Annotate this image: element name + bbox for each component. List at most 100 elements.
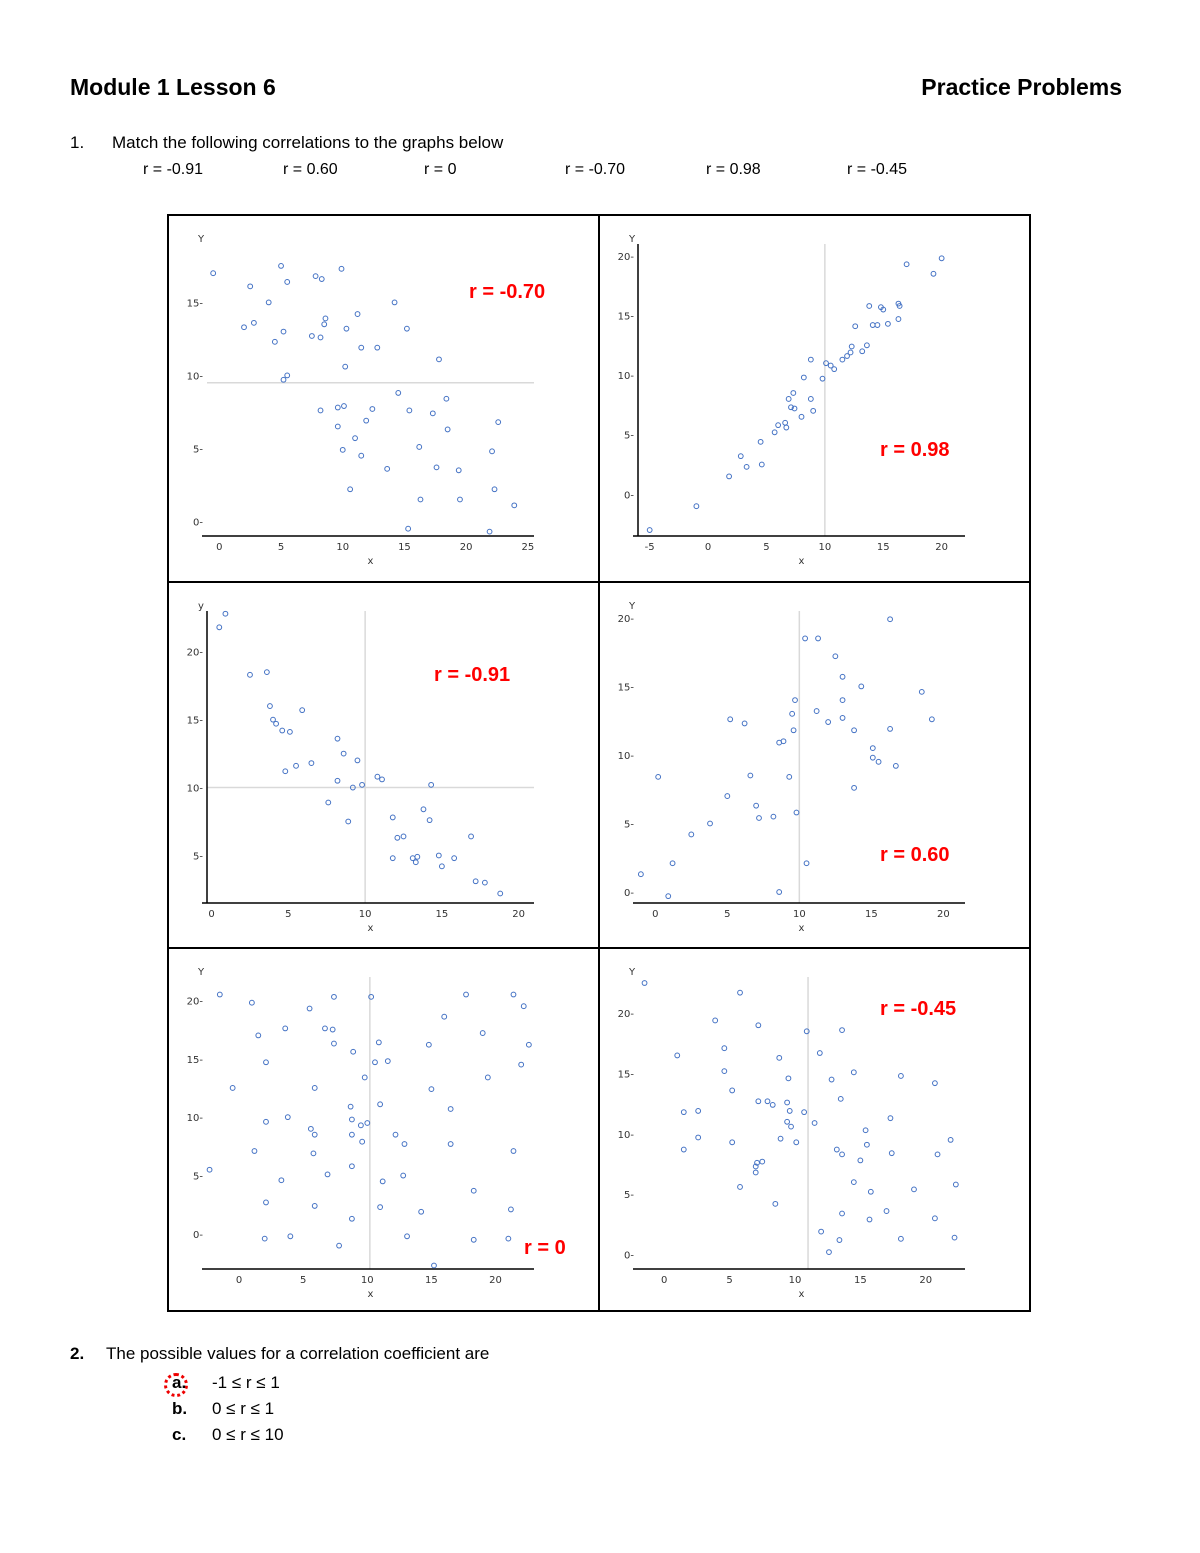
data-point <box>433 464 440 471</box>
data-point <box>282 768 289 775</box>
data-point <box>468 833 474 840</box>
data-point <box>280 328 287 335</box>
choice: r = -0.70 <box>565 161 626 178</box>
data-point <box>455 467 462 474</box>
data-point <box>721 1045 728 1052</box>
x-tick-label: 15 <box>877 542 890 553</box>
option-a[interactable]: a. -1 ≤ r ≤ 1 <box>172 1373 280 1392</box>
data-point <box>505 1235 512 1242</box>
data-point <box>417 496 424 503</box>
choice: r = 0.60 <box>283 161 338 178</box>
data-point <box>324 1171 331 1178</box>
data-point <box>831 366 838 373</box>
data-point <box>818 1228 825 1235</box>
data-point <box>887 1115 894 1122</box>
data-point <box>349 1163 355 1170</box>
data-point <box>674 1052 681 1059</box>
y-tick-label: 5- <box>193 444 203 455</box>
data-point <box>375 1039 382 1046</box>
data-point <box>852 323 859 330</box>
data-point <box>892 763 899 769</box>
data-point <box>655 773 662 780</box>
data-point <box>338 265 345 272</box>
x-axis-label: x <box>368 923 374 934</box>
data-point <box>334 404 341 411</box>
data-point <box>418 1208 425 1215</box>
data-point <box>874 322 881 328</box>
data-point <box>712 1017 719 1024</box>
data-point <box>800 374 807 381</box>
data-point <box>786 773 793 780</box>
data-point <box>680 1146 687 1153</box>
data-point <box>263 1199 269 1206</box>
data-point <box>775 422 782 429</box>
x-tick-label: 20 <box>937 909 950 920</box>
page-title: Module 1 Lesson 6 <box>70 74 276 100</box>
data-point <box>431 1262 437 1269</box>
data-point <box>737 989 743 996</box>
data-point <box>342 363 349 370</box>
data-point <box>823 360 829 367</box>
x-tick-label: 20 <box>460 542 473 553</box>
answer-label: r = -0.70 <box>469 281 545 303</box>
data-point <box>883 1208 890 1214</box>
data-point <box>404 1233 410 1240</box>
choice: r = 0.98 <box>706 161 761 178</box>
data-point <box>341 403 347 409</box>
data-point <box>306 1005 313 1012</box>
data-point <box>770 813 777 820</box>
data-point <box>364 1120 371 1126</box>
grid-divider <box>169 947 1029 949</box>
y-tick-label: 15- <box>618 682 635 693</box>
data-point <box>463 991 469 998</box>
data-point <box>389 855 396 862</box>
data-point <box>885 320 891 327</box>
grid-divider <box>598 216 600 1310</box>
y-axis-label: Y <box>628 601 636 612</box>
y-tick-label: 15- <box>187 1055 204 1066</box>
data-point <box>349 1116 355 1123</box>
data-point <box>372 1059 378 1066</box>
data-point <box>420 806 427 813</box>
data-point <box>339 446 346 453</box>
data-point <box>784 1099 791 1106</box>
x-tick-label: 15 <box>865 909 878 920</box>
data-point <box>934 1151 941 1158</box>
data-point <box>349 1215 355 1222</box>
data-point <box>428 781 435 788</box>
data-point <box>379 776 385 783</box>
data-point <box>839 697 846 704</box>
data-point <box>764 1098 771 1105</box>
data-point <box>826 1249 832 1256</box>
data-point <box>811 1120 818 1126</box>
data-point <box>867 1188 874 1195</box>
option-b[interactable]: b. 0 ≤ r ≤ 1 <box>172 1399 275 1418</box>
data-point <box>793 809 800 816</box>
data-point <box>637 871 644 878</box>
data-point <box>470 1187 477 1194</box>
data-point <box>729 1087 736 1094</box>
option-c[interactable]: c. 0 ≤ r ≤ 10 <box>172 1425 284 1444</box>
data-point <box>357 1122 364 1129</box>
data-point <box>869 322 876 328</box>
data-point <box>724 793 731 799</box>
x-tick-label: 0 <box>652 909 658 920</box>
x-tick-label: 5 <box>724 909 730 920</box>
data-point <box>334 777 341 784</box>
data-point <box>241 324 247 331</box>
x-tick-label: 20 <box>935 542 948 553</box>
data-point <box>310 1150 317 1157</box>
data-point <box>261 1235 268 1242</box>
x-tick-label: 5 <box>285 909 291 920</box>
x-tick-label: 0 <box>661 1275 667 1286</box>
data-point <box>441 1013 448 1020</box>
data-point <box>887 725 893 732</box>
data-point <box>347 486 354 493</box>
data-point <box>394 834 401 841</box>
data-point <box>352 435 358 442</box>
data-point <box>866 303 873 309</box>
y-tick-label: 5- <box>193 1172 203 1183</box>
data-point <box>359 781 365 788</box>
data-point <box>284 279 291 285</box>
